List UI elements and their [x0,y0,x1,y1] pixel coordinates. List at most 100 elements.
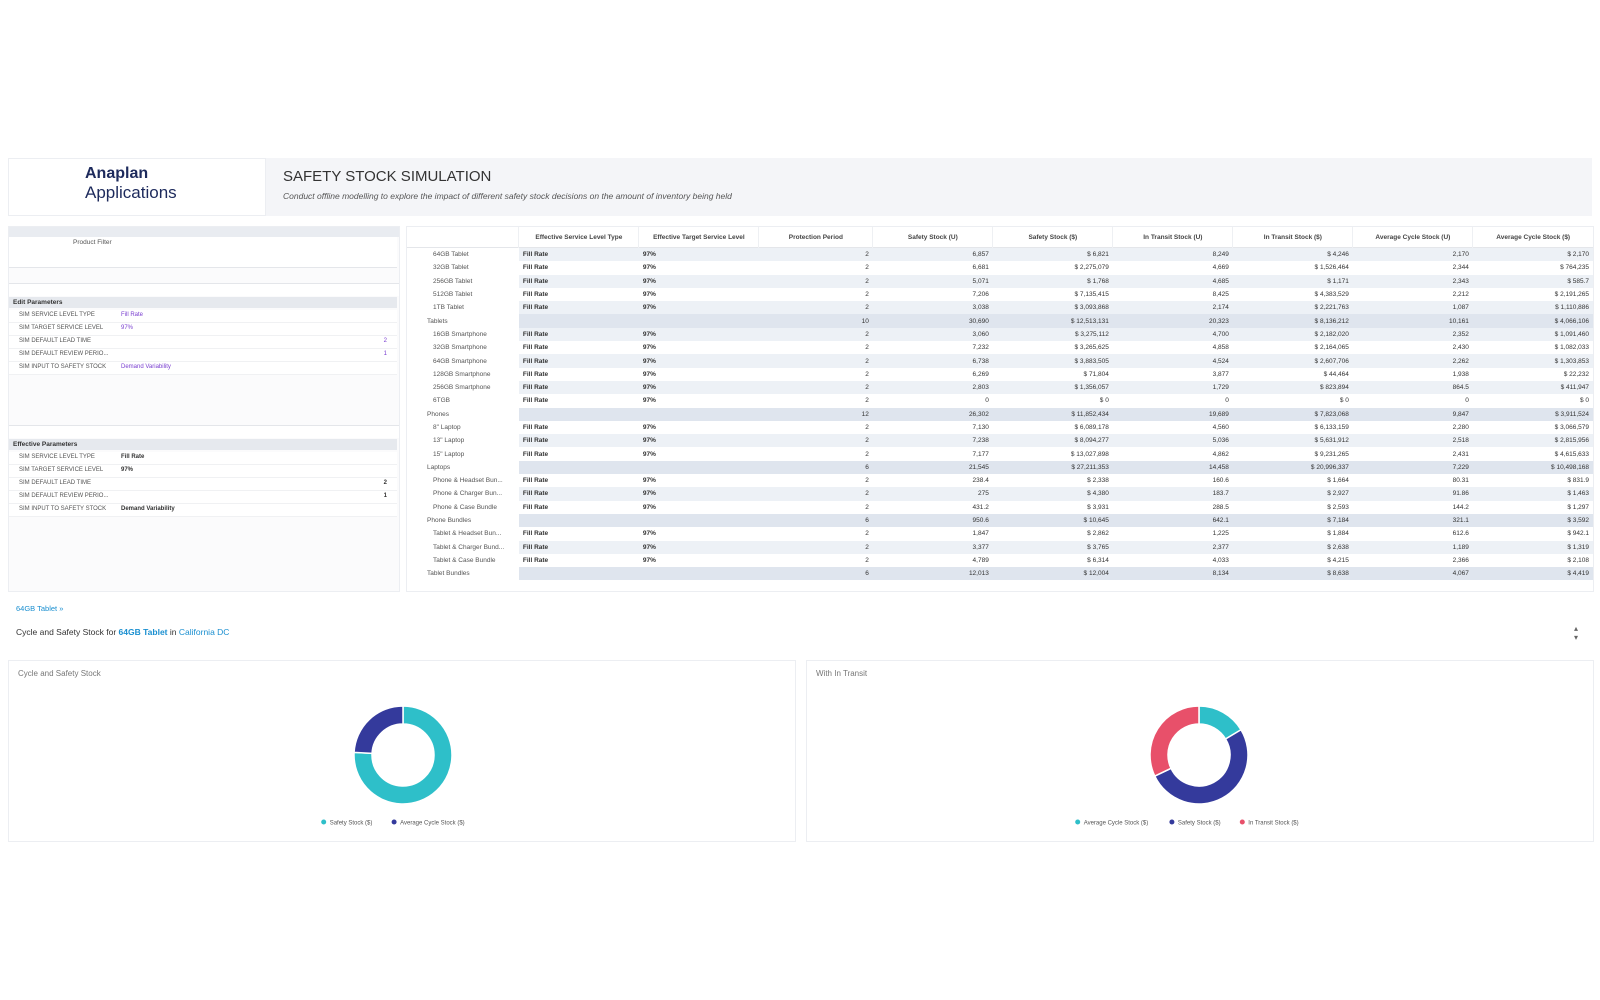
breadcrumb[interactable]: 64GB Tablet » [16,604,64,613]
cell: $ 0 [1099,397,1109,405]
cell: $ 10,498,168 [1551,463,1589,471]
cell: $ 13,027,898 [1070,450,1109,458]
cell: 7,130 [972,424,989,431]
cell: 0 [1225,397,1229,405]
cell: 0 [1465,397,1469,405]
cell: 6 [865,463,869,471]
cell: Fill Rate [522,530,549,538]
context-product[interactable]: 64GB Tablet [118,627,168,637]
data-table: Effective Service Level Type Effective Ta… [407,227,1593,581]
cell: 4,033 [1212,556,1229,564]
cell: Fill Rate [522,370,549,378]
cell: 97% [642,357,656,365]
cell: 5,036 [1212,437,1229,445]
logo-product: Applications [85,183,177,202]
cell: 20,323 [1208,317,1229,325]
column-header: Effective Service Level Type [518,227,639,248]
cell: 2 [865,370,869,378]
cell: 2,212 [1452,291,1469,299]
scroll-arrows[interactable]: ▴ ▾ [1574,624,1579,642]
group-row: Phones 12 26,302 $ 11,852,434 19,689 $ 7,823,… [407,407,1593,421]
chart-title: Cycle and Safety Stock [18,669,101,678]
param-row [9,349,397,362]
cell: 97% [642,264,656,272]
item-row: 6TGB Fill Rate 97% 2 0 $ 0 0 $ 0 0 $ 0 [407,394,1593,408]
param-label: SIM SERVICE LEVEL TYPE [19,312,95,318]
item-row: Phone & Headset Bun... Fill Rate 97% 2 238.4… [407,474,1593,488]
cell: $ 3,265,625 [1074,344,1109,352]
param-value[interactable]: 2 [383,338,387,344]
param-label: SIM INPUT TO SAFETY STOCK [19,506,107,512]
cell: 2 [865,357,869,365]
param-row [9,504,397,517]
cell: $ 4,066,106 [1554,317,1589,325]
item-row: 64GB Tablet Fill Rate 97% 2 6,857 $ 6,821 8,24… [407,247,1593,262]
corner-cell [407,227,519,248]
donut-slice [1149,705,1200,778]
cell: Fill Rate [522,251,549,259]
row-label: 13" Laptop [407,434,519,448]
cell: 19,689 [1208,410,1229,418]
cell: $ 2,191,265 [1554,291,1589,299]
param-value[interactable]: Demand Variability [121,364,171,370]
cell: 2 [865,490,869,498]
cell: $ 20,996,337 [1310,463,1349,471]
param-value[interactable]: 1 [383,351,387,357]
cell: $ 4,215 [1327,556,1349,564]
param-value: 2 [383,480,387,486]
cell: 275 [977,490,989,498]
item-row: 256GB Smartphone Fill Rate 97% 2 2,803 $ 1,35… [407,380,1593,395]
cell: $ 11,852,434 [1071,410,1109,418]
cell: 1,847 [972,530,989,538]
cell: Fill Rate [522,291,549,299]
chart-title: With In Transit [816,669,868,678]
cell: 97% [642,437,656,445]
cell: 6,269 [972,370,989,378]
cell: $ 2,927 [1327,490,1349,498]
cell: 12 [861,410,869,418]
column-header: Protection Period [758,227,873,248]
param-value: Demand Variability [121,506,175,512]
param-label: SIM DEFAULT REVIEW PERIO... [19,493,109,499]
context-location[interactable]: California DC [178,627,230,637]
cell: 183.7 [1212,490,1229,498]
cell: 238.4 [972,477,989,485]
row-label: 15" Laptop [407,447,519,461]
cell: 431.2 [972,503,989,511]
param-value[interactable]: 97% [121,325,134,331]
cell: 8,425 [1212,291,1229,299]
cell: Fill Rate [522,330,549,338]
section-header: Effective Parameters [9,439,397,450]
cell: $ 3,883,505 [1074,357,1109,365]
item-row: 13" Laptop Fill Rate 97% 2 7,238 $ 8,094,277 5… [407,434,1593,448]
cell: 6,738 [972,357,989,365]
cell: 97% [642,424,656,431]
item-row: 256GB Tablet Fill Rate 97% 2 5,071 $ 1,768 4,6… [407,274,1593,288]
logo-box: Anaplan Applications [8,158,266,216]
section-header: Edit Parameters [9,297,397,308]
cell: $ 3,066,579 [1554,424,1589,431]
row-label: Phone Bundles [407,513,519,528]
param-row [9,478,397,491]
cell: Fill Rate [522,384,549,392]
row-label: Tablet & Case Bundle [407,553,519,568]
cell: 8,134 [1212,570,1229,578]
context-joiner: in [169,627,177,637]
cell: 2 [865,344,869,352]
cell: 144.2 [1452,503,1469,511]
cell: Fill Rate [522,344,549,352]
cell: $ 44,464 [1323,370,1349,378]
cell: 2 [865,556,869,564]
legend-swatch [321,819,327,825]
panel-strip [9,227,399,237]
param-label: SIM SERVICE LEVEL TYPE [19,454,95,460]
cell: 97% [642,344,656,352]
cell: 2 [865,437,869,445]
param-value[interactable]: Fill Rate [121,312,144,318]
cell: 4,560 [1212,424,1229,431]
chart-card: With In Transit Average Cycle Stock ($) Sa… [806,660,1594,842]
cell: 7,232 [972,344,989,352]
cell: 97% [642,277,656,285]
cell: Fill Rate [522,490,549,498]
cell: 2,280 [1452,424,1469,431]
